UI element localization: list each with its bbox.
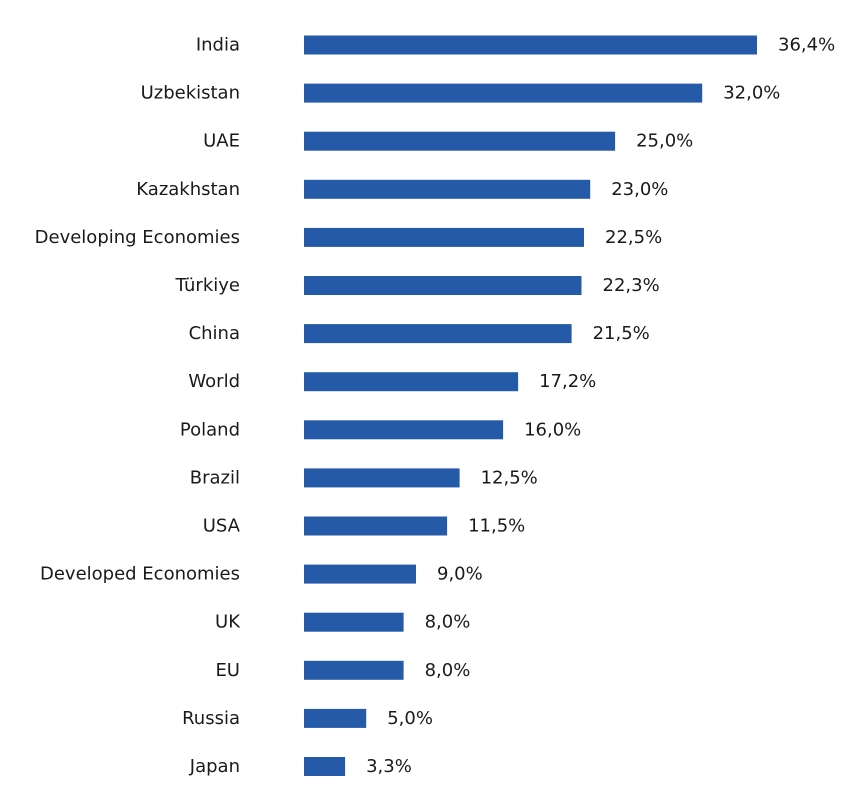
value-label: 22,5% [605,227,662,248]
value-labels: 36,4% 32,0% 25,0% 23,0% 22,5% 22,3% 21,5% 17,2%… [366,35,835,778]
category-label: Poland [180,419,240,440]
bar [304,516,448,536]
value-label: 12,5% [481,467,538,488]
bar [304,83,703,103]
category-label: Japan [189,756,240,777]
value-label: 17,2% [539,371,596,392]
bar [304,612,404,632]
bar [304,757,346,776]
value-label: 16,0% [524,419,581,440]
bar [304,372,519,392]
category-label: Kazakhstan [136,179,240,200]
bar [304,468,460,488]
category-label: Developing Economies [35,227,240,248]
bars [304,35,757,776]
value-label: 8,0% [425,660,471,681]
value-label: 22,3% [603,275,660,296]
category-label: Developed Economies [40,564,240,585]
value-label: 8,0% [425,612,471,633]
category-label: India [196,35,240,56]
category-label: EU [215,660,240,681]
category-labels: India Uzbekistan UAE Kazakhstan Developing E… [35,35,242,778]
category-label: World [188,371,240,392]
bar [304,179,591,199]
bar [304,35,757,55]
bar [304,227,584,247]
bar [304,324,572,344]
bar [304,564,416,584]
category-label: UK [215,612,241,633]
value-label: 21,5% [593,323,650,344]
bar [304,708,367,728]
value-label: 25,0% [636,131,693,152]
bar [304,420,504,440]
category-label: Brazil [190,467,240,488]
category-label: China [189,323,240,344]
bar [304,276,582,295]
category-label: USA [203,516,241,537]
value-label: 5,0% [387,708,433,729]
value-label: 11,5% [468,516,525,537]
category-label: Türkiye [175,275,241,296]
value-label: 36,4% [778,35,835,56]
value-label: 32,0% [723,83,780,104]
value-label: 9,0% [437,564,483,585]
bar [304,660,404,680]
value-label: 3,3% [366,756,412,777]
value-label: 23,0% [611,179,668,200]
category-label: UAE [203,131,240,152]
category-label: Uzbekistan [141,83,240,104]
category-label: Russia [182,708,240,729]
bar [304,131,616,151]
